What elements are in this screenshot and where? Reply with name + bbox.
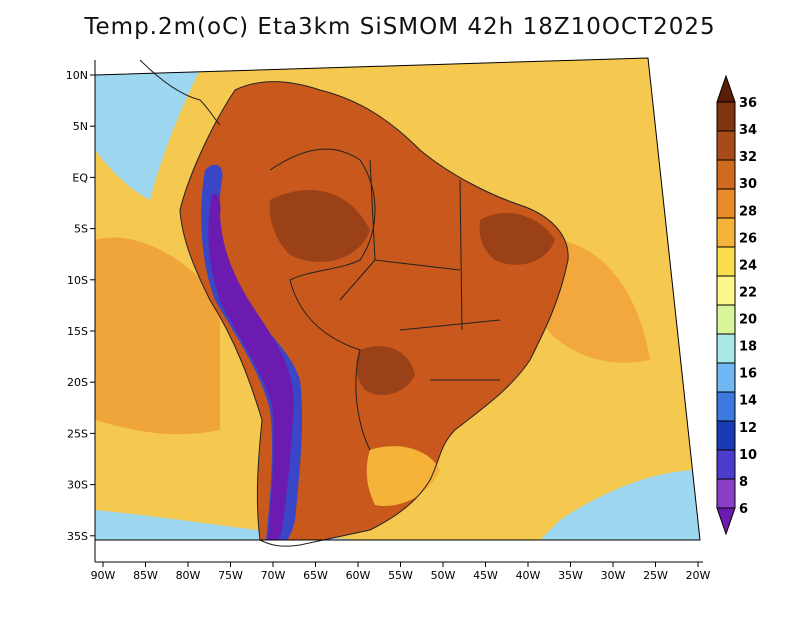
lon-tick-label: 90W [91, 569, 116, 582]
lon-tick-label: 70W [261, 569, 286, 582]
colorbar-label: 36 [739, 96, 757, 111]
coast-cool-pacific [95, 70, 200, 200]
colorbar-label: 14 [739, 394, 757, 409]
colorbar-label: 22 [739, 285, 757, 300]
lon-tick-label: 30W [601, 569, 626, 582]
lat-tick-label: 10N [66, 69, 88, 82]
colorbar-swatch [716, 449, 736, 480]
colorbar-label: 26 [739, 231, 757, 246]
colorbar-label: 30 [739, 177, 757, 192]
colorbar-swatch [716, 304, 736, 335]
colorbar-label: 10 [739, 448, 757, 463]
colorbar-label: 18 [739, 340, 757, 355]
lon-tick-label: 75W [218, 569, 243, 582]
lon-tick-label: 85W [133, 569, 158, 582]
lat-tick-label: 5N [73, 120, 88, 133]
colorbar-label: 24 [739, 258, 757, 273]
map-title: Temp.2m(oC) Eta3km SiSMOM 42h 18Z10OCT20… [84, 14, 716, 40]
colorbar-swatch [716, 217, 736, 248]
colorbar-label: 8 [739, 475, 748, 490]
lon-tick-label: 40W [516, 569, 541, 582]
ocean-warm-zone [95, 237, 220, 435]
lon-tick-label: 65W [303, 569, 328, 582]
lon-tick-label: 60W [346, 569, 371, 582]
colorbar-swatch [716, 391, 736, 422]
central-america-coast [139, 59, 221, 126]
colorbar-swatch [716, 333, 736, 364]
colorbar-label: 28 [739, 204, 757, 219]
lon-tick-label: 35W [558, 569, 583, 582]
hot-core-northeast [479, 212, 555, 265]
colorbar-swatch [716, 159, 736, 190]
lat-tick-label: 15S [67, 325, 88, 338]
lon-tick-label: 25W [643, 569, 668, 582]
boundaries [139, 59, 569, 547]
lat-tick-label: 30S [67, 479, 88, 492]
andes-cold-core [208, 193, 294, 540]
lat-tick-label: 20S [67, 376, 88, 389]
state-borders [339, 159, 501, 381]
colorbar-label: 32 [739, 150, 757, 165]
hot-core-amazon [269, 190, 370, 262]
colorbar-swatch [716, 420, 736, 451]
ocean-warm-zone-atlantic [540, 240, 650, 363]
coast-cool-southeast [540, 470, 700, 540]
lat-ticks: 10N 5N EQ 5S 10S 15S 20S 25S 30S 35S [66, 69, 95, 543]
lat-tick-label: EQ [72, 171, 88, 184]
lon-tick-label: 20W [686, 569, 711, 582]
colorbar-label: 16 [739, 367, 757, 382]
hot-core-pantanal [356, 346, 415, 395]
lat-tick-label: 35S [67, 530, 88, 543]
colorbar-swatch [716, 188, 736, 219]
colorbar-top-arrow [716, 74, 736, 103]
colorbar-swatch [716, 478, 736, 509]
colorbar-bottom-arrow [716, 507, 736, 536]
colorbar-label: 6 [739, 502, 748, 517]
brazil-border [269, 148, 376, 451]
temperature-field [95, 70, 700, 540]
lat-tick-label: 25S [67, 427, 88, 440]
lon-tick-label: 55W [388, 569, 413, 582]
lon-tick-label: 80W [176, 569, 201, 582]
lon-tick-label: 50W [431, 569, 456, 582]
colorbar-swatch [716, 101, 736, 132]
colorbar-swatch [716, 275, 736, 306]
lat-tick-label: 5S [74, 223, 88, 236]
south-america-coastline [179, 81, 569, 547]
colorbar-swatch [716, 362, 736, 393]
lon-tick-label: 45W [473, 569, 498, 582]
coast-cool-south [95, 510, 380, 540]
colorbar-swatch [716, 246, 736, 277]
lon-ticks: 90W 85W 80W 75W 70W 65W 60W 55W 50W 45W 40W 35W 30W 2… [91, 562, 711, 582]
colorbar-label: 20 [739, 313, 757, 328]
colorbar: 36 34 32 30 28 26 24 22 20 18 16 14 12 10 8 6 [716, 74, 757, 536]
lat-tick-label: 10S [67, 274, 88, 287]
colorbar-swatch [716, 130, 736, 161]
colorbar-label: 34 [739, 123, 757, 138]
colorbar-label: 12 [739, 421, 757, 436]
